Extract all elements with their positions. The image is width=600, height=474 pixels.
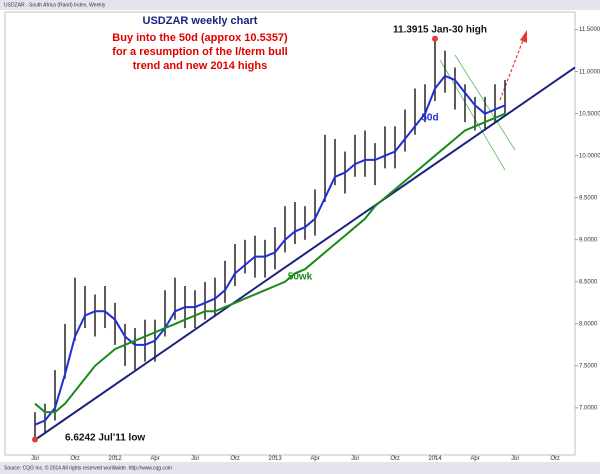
subtitle: trend and new 2014 highs — [133, 60, 267, 72]
subtitle: for a resumption of the l/term bull — [112, 46, 287, 58]
x-tick-label: Oct — [70, 456, 80, 462]
plot-frame — [4, 11, 576, 456]
chart-title: USDZAR weekly chart — [143, 15, 258, 27]
x-tick-label: Apr — [150, 456, 159, 462]
line-label: 50wk — [288, 272, 313, 283]
x-tick-label: Apr — [470, 456, 479, 462]
x-tick-label: Jul — [511, 456, 519, 462]
footer-bar — [0, 462, 600, 474]
y-tick-label: 8.5000 — [579, 279, 598, 285]
x-tick-label: Jul — [31, 456, 39, 462]
line-label: 50d — [421, 113, 438, 124]
x-tick-label: Apr — [310, 456, 319, 462]
ma-line — [34, 112, 506, 414]
y-tick-label: 10.0000 — [579, 153, 600, 159]
y-tick-label: 8.0000 — [579, 321, 598, 327]
y-tick-label: 11.5000 — [579, 27, 600, 33]
y-tick-label: 7.0000 — [579, 406, 598, 412]
trend-line — [34, 66, 576, 441]
header: USDZAR - South Africa (Rand) Index, Week… — [4, 2, 106, 8]
y-tick-label: 11.0000 — [579, 69, 600, 75]
y-tick-label: 7.5000 — [579, 363, 598, 369]
x-tick-label: Oct — [550, 456, 560, 462]
x-tick-label: 2012 — [108, 456, 122, 462]
x-tick-label: Oct — [230, 456, 240, 462]
target-arrow — [499, 34, 526, 101]
x-tick-label: Jul — [191, 456, 199, 462]
high-dot — [432, 35, 438, 42]
y-tick-label: 9.0000 — [579, 237, 598, 243]
x-tick-label: 2013 — [268, 456, 282, 462]
header-bar — [0, 0, 600, 10]
annotation: 6.6242 Jul'11 low — [65, 433, 145, 444]
footer: Source: CQG Inc. © 2014 All rights reser… — [4, 464, 172, 471]
y-tick-label: 9.5000 — [579, 195, 598, 201]
low-dot — [32, 436, 38, 443]
x-tick-label: 2014 — [428, 456, 442, 462]
arrow-head — [520, 30, 527, 43]
x-tick-label: Oct — [390, 456, 400, 462]
subtitle: Buy into the 50d (approx 10.5357) — [112, 32, 288, 44]
x-tick-label: Jul — [351, 456, 359, 462]
ma-line — [34, 74, 506, 426]
annotation: 11.3915 Jan-30 high — [393, 25, 487, 36]
y-tick-label: 10.5000 — [579, 111, 600, 117]
